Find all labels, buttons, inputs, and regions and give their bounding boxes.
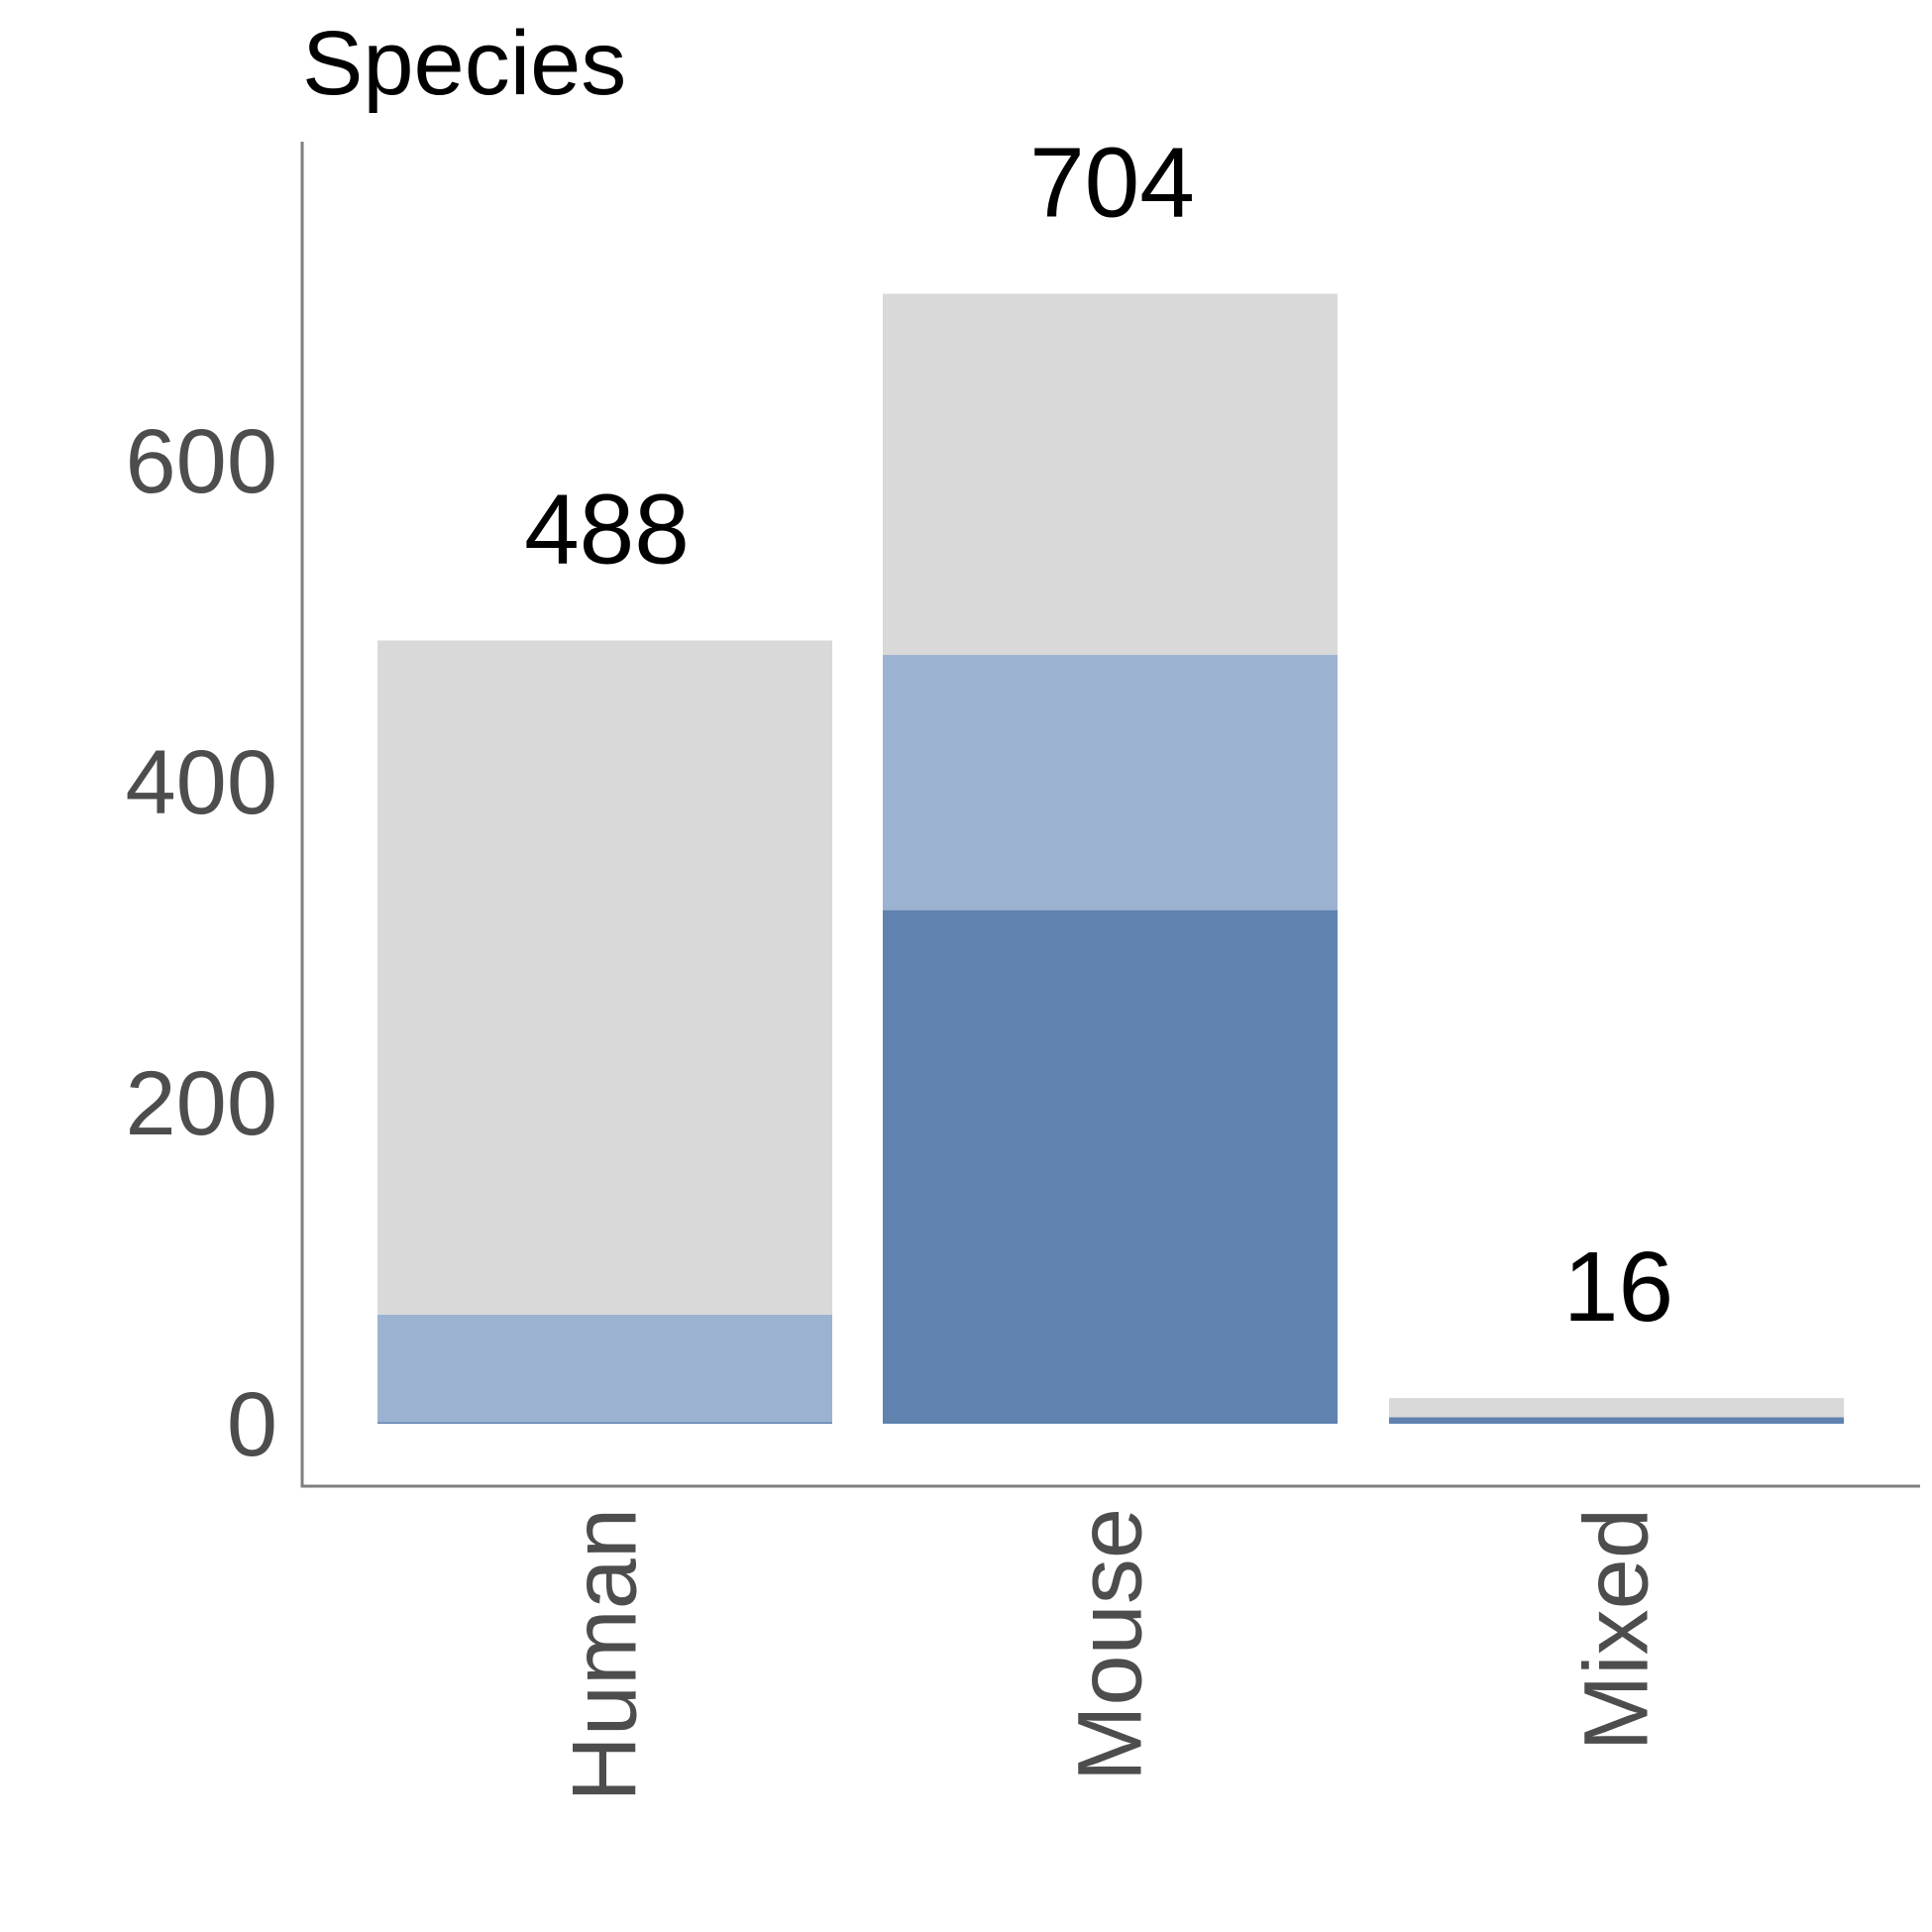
bar-segment-mouse-3 [883,293,1338,656]
bar-segment-mixed-1 [1389,1417,1844,1424]
bar-segment-human-2 [377,1314,832,1423]
y-tick-label-0: 0 [227,1374,277,1475]
bar-segment-mouse-1 [883,910,1338,1424]
bar-segment-human-3 [377,640,832,1315]
bars-layer [377,293,1844,1424]
axes-layer [300,142,1920,1488]
total-label-human: 488 [524,474,690,585]
bar-segment-human-1 [377,1422,832,1424]
total-labels-layer: 488 704 16 [524,128,1673,1343]
y-tick-labels: 0 200 400 600 [126,411,278,1475]
bar-segment-mouse-2 [883,655,1338,911]
bar-segment-mixed-3 [1389,1398,1844,1418]
x-tick-label-mixed: Mixed [1566,1508,1667,1751]
chart-title: Species [302,13,626,114]
x-tick-label-mouse: Mouse [1060,1508,1161,1781]
y-tick-label-200: 200 [126,1053,278,1154]
total-label-mouse: 704 [1029,128,1195,239]
x-tick-labels: Human Mouse Mixed [555,1508,1667,1802]
y-tick-label-600: 600 [126,411,278,512]
y-tick-label-400: 400 [126,732,278,833]
x-tick-label-human: Human [555,1508,656,1802]
total-label-mixed: 16 [1563,1232,1673,1342]
